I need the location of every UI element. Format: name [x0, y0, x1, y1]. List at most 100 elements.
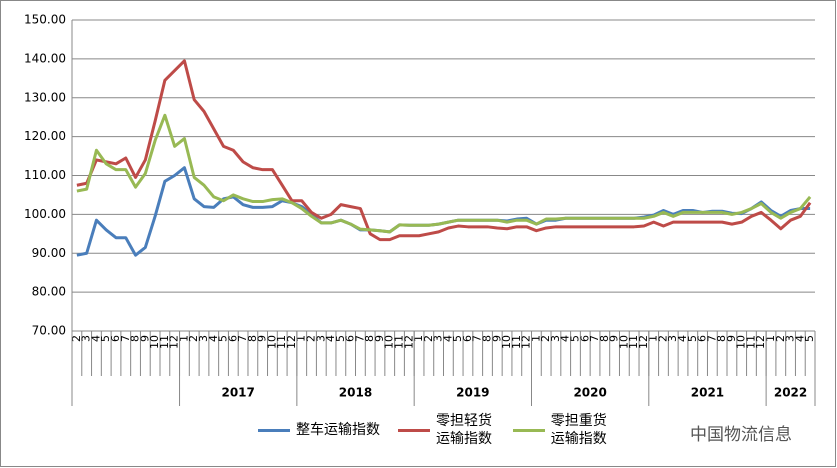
x-tick-label: 8: [246, 335, 259, 342]
x-tick-label: 2: [774, 335, 787, 342]
legend: 整车运输指数 零担轻货运输指数 零担重货运输指数: [258, 412, 610, 448]
x-tick-label: 1: [647, 335, 660, 342]
y-tick-label: 150.00: [24, 13, 66, 27]
x-tick-label: 4: [207, 335, 220, 342]
legend-swatch: [512, 428, 545, 432]
x-tick-label: 11: [275, 335, 288, 349]
x-tick-label: 7: [471, 335, 484, 342]
x-tick-label: 11: [744, 335, 757, 349]
year-label: 2019: [456, 386, 489, 400]
x-tick-label: 1: [295, 335, 308, 342]
x-tick-label: 11: [393, 335, 406, 349]
y-tick-label: 70.00: [32, 324, 66, 338]
x-tick-label: 8: [598, 335, 611, 342]
x-tick-label: 11: [627, 335, 640, 349]
x-tick-label: 3: [666, 335, 679, 342]
x-tick-label: 8: [129, 335, 142, 342]
x-tick-label: 4: [676, 335, 689, 342]
x-tick-label: 2: [422, 335, 435, 342]
y-tick-label: 90.00: [32, 246, 66, 260]
x-tick-label: 4: [89, 335, 102, 342]
y-tick-label: 130.00: [24, 90, 66, 104]
x-tick-label: 12: [402, 335, 415, 349]
y-tick-label: 80.00: [32, 285, 66, 299]
x-tick-label: 3: [549, 335, 562, 342]
x-tick-label: 2: [539, 335, 552, 342]
x-tick-label: 9: [725, 335, 738, 342]
x-tick-label: 3: [314, 335, 327, 342]
x-tick-label: 6: [578, 335, 591, 342]
legend-swatch: [258, 428, 290, 432]
year-label: 2021: [691, 386, 724, 400]
x-tick-label: 2: [305, 335, 318, 342]
x-tick-label: 7: [353, 335, 366, 342]
year-label: 2017: [221, 386, 254, 400]
x-tick-label: 7: [119, 335, 132, 342]
year-label: 2022: [774, 386, 807, 400]
y-tick-label: 120.00: [24, 129, 66, 143]
x-tick-label: 7: [236, 335, 249, 342]
legend-item: 零担轻货运输指数: [398, 412, 495, 448]
x-tick-label: 9: [490, 335, 503, 342]
x-tick-label: 10: [735, 335, 748, 349]
x-tick-label: 1: [177, 335, 190, 342]
x-tick-label: 2: [187, 335, 200, 342]
x-tick-label: 3: [432, 335, 445, 342]
year-label: 2020: [573, 386, 606, 400]
x-tick-label: 2: [70, 335, 83, 342]
x-tick-label: 6: [226, 335, 239, 342]
x-tick-label: 6: [696, 335, 709, 342]
x-tick-label: 4: [559, 335, 572, 342]
x-tick-label: 6: [344, 335, 357, 342]
x-tick-label: 2: [656, 335, 669, 342]
x-tick-label: 4: [324, 335, 337, 342]
legend-label: 整车运输指数: [296, 422, 380, 438]
x-tick-label: 5: [803, 335, 816, 342]
x-tick-label: 6: [109, 335, 122, 342]
x-tick-label: 12: [285, 335, 298, 349]
x-tick-label: 4: [793, 335, 806, 342]
x-tick-label: 5: [686, 335, 699, 342]
legend-item: 零担重货运输指数: [512, 412, 610, 448]
line-series: [76, 59, 812, 242]
x-tick-label: 9: [138, 335, 151, 342]
legend-item: 整车运输指数: [258, 412, 380, 448]
x-tick-label: 8: [363, 335, 376, 342]
x-tick-label: 10: [617, 335, 630, 349]
x-tick-label: 3: [197, 335, 210, 342]
x-tick-label: 9: [373, 335, 386, 342]
x-tick-label: 11: [158, 335, 171, 349]
legend-swatch: [398, 428, 430, 432]
x-tick-label: 4: [441, 335, 454, 342]
x-tick-label: 3: [784, 335, 797, 342]
x-tick-label: 6: [461, 335, 474, 342]
x-tick-label: 10: [148, 335, 161, 349]
x-tick-label: 12: [168, 335, 181, 349]
x-tick-label: 5: [451, 335, 464, 342]
x-tick-label: 5: [99, 335, 112, 342]
year-label: 2018: [339, 386, 372, 400]
x-tick-label: 1: [412, 335, 425, 342]
x-tick-label: 7: [588, 335, 601, 342]
x-tick-label: 12: [637, 335, 650, 349]
x-tick-label: 5: [568, 335, 581, 342]
y-tick-label: 110.00: [24, 168, 66, 182]
x-tick-label: 10: [383, 335, 396, 349]
x-tick-label: 5: [334, 335, 347, 342]
x-tick-label: 9: [256, 335, 269, 342]
x-tick-label: 1: [529, 335, 542, 342]
x-tick-label: 12: [520, 335, 533, 349]
x-tick-label: 10: [265, 335, 278, 349]
x-tick-label: 9: [608, 335, 621, 342]
x-tick-label: 3: [80, 335, 93, 342]
legend-label: 零担轻货运输指数: [436, 413, 492, 447]
x-tick-label: 5: [217, 335, 230, 342]
legend-label: 零担重货运输指数: [550, 413, 607, 447]
line-series: [76, 113, 812, 234]
y-tick-label: 140.00: [24, 51, 66, 65]
y-tick-label: 100.00: [24, 207, 66, 221]
x-tick-label: 1: [764, 335, 777, 342]
